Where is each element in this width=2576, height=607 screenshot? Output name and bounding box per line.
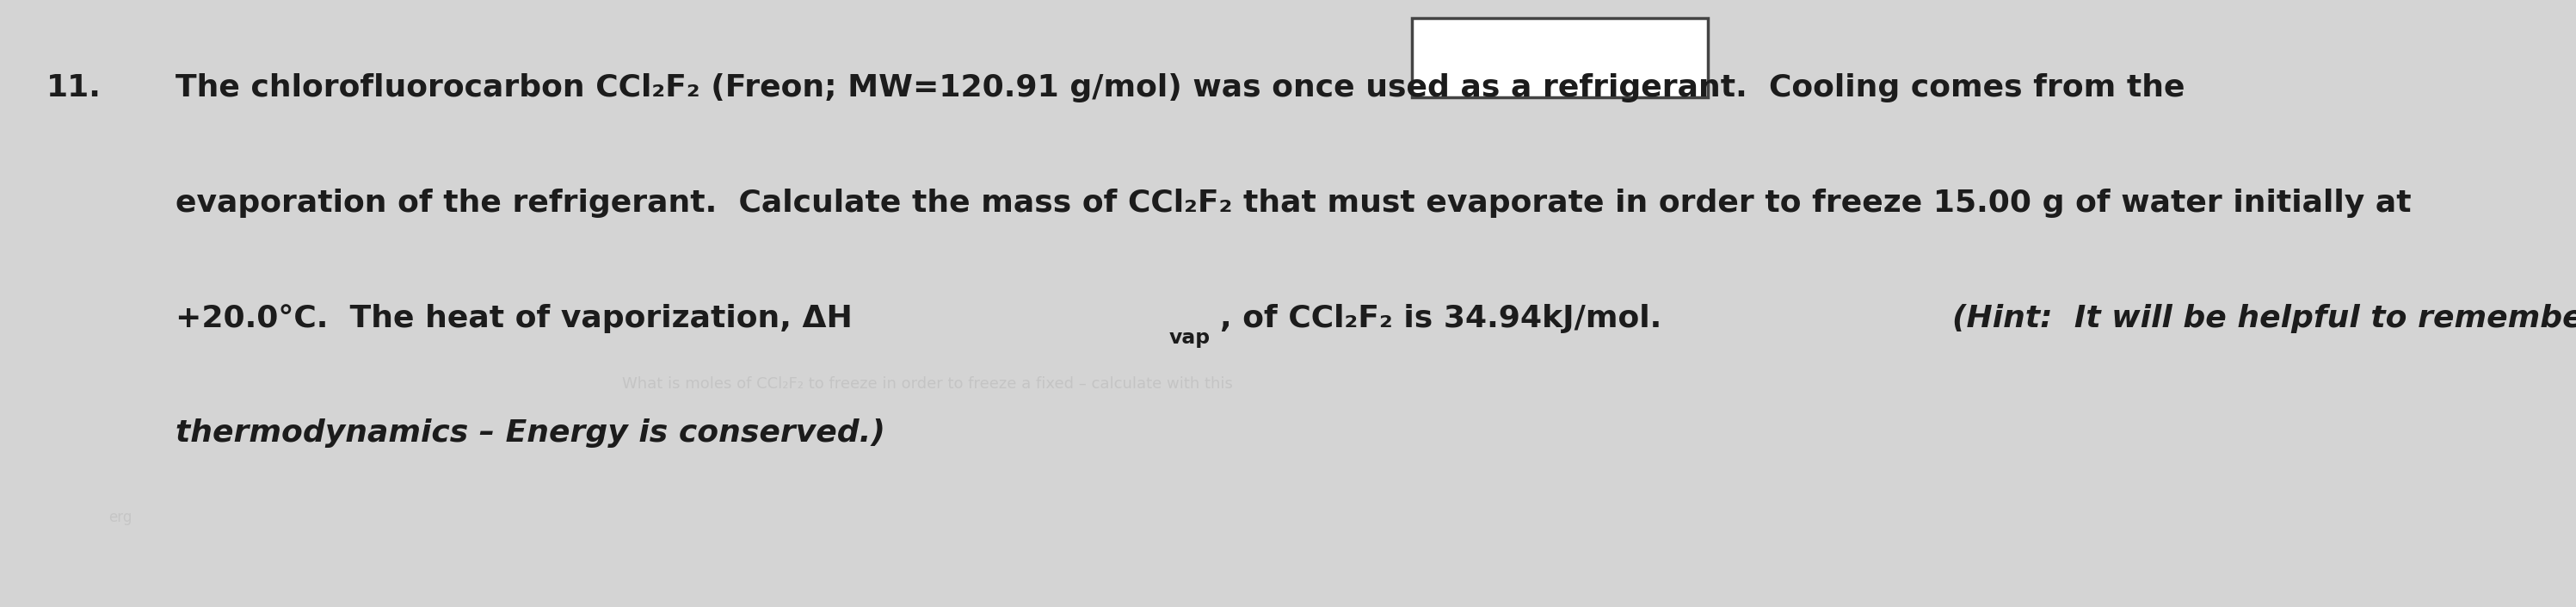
Text: +20.0°C.  The heat of vaporization, ΔH: +20.0°C. The heat of vaporization, ΔH — [175, 304, 853, 333]
Text: thermodynamics – Energy is conserved.): thermodynamics – Energy is conserved.) — [175, 419, 886, 448]
Text: evaporation of the refrigerant.  Calculate the mass of CCl₂F₂ that must evaporat: evaporation of the refrigerant. Calculat… — [175, 188, 2411, 217]
Text: The chlorofluorocarbon CCl₂F₂ (Freon; MW=120.91 g/mol) was once used as a refrig: The chlorofluorocarbon CCl₂F₂ (Freon; MW… — [175, 73, 2184, 102]
Text: What is moles of CCl₂F₂ to freeze in order to freeze a fixed – calculate with th: What is moles of CCl₂F₂ to freeze in ord… — [621, 376, 1234, 392]
Text: , of CCl₂F₂ is 34.94kJ/mol.: , of CCl₂F₂ is 34.94kJ/mol. — [1218, 304, 1672, 333]
Text: vap: vap — [1170, 328, 1211, 348]
FancyBboxPatch shape — [1412, 18, 1708, 97]
Text: erg: erg — [108, 510, 131, 526]
Text: (Hint:  It will be helpful to remember the first law of: (Hint: It will be helpful to remember th… — [1953, 304, 2576, 333]
Text: 11.: 11. — [46, 73, 100, 102]
